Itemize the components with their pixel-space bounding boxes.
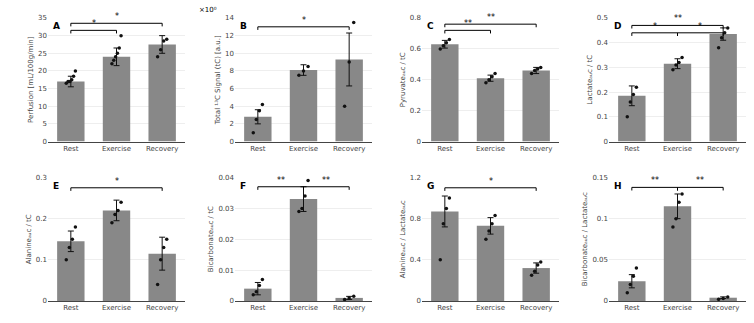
svg-text:4: 4 <box>230 103 235 111</box>
svg-text:Bicarbonateₐᵤᴄ / Lactateₐᵤᴄ: Bicarbonateₐᵤᴄ / Lactateₐᵤᴄ <box>581 192 589 286</box>
svg-text:C: C <box>427 21 434 31</box>
svg-text:*: * <box>653 22 657 31</box>
svg-text:Rest: Rest <box>250 304 266 312</box>
svg-text:Rest: Rest <box>624 304 640 312</box>
svg-text:Recovery: Recovery <box>333 304 365 312</box>
svg-text:0.1: 0.1 <box>597 215 608 223</box>
svg-text:D: D <box>614 21 621 31</box>
svg-text:Lactateₐᵤᴄ / tC: Lactateₐᵤᴄ / tC <box>586 55 594 105</box>
svg-text:Recovery: Recovery <box>520 304 552 312</box>
svg-text:Rest: Rest <box>63 145 79 153</box>
svg-text:**: ** <box>277 176 285 185</box>
svg-text:0.5: 0.5 <box>597 14 608 22</box>
svg-text:10: 10 <box>38 103 47 111</box>
svg-text:0.03: 0.03 <box>218 205 234 213</box>
svg-text:Alanineₐᵤᴄ / Lactateₐᵤᴄ: Alanineₐᵤᴄ / Lactateₐᵤᴄ <box>399 200 407 278</box>
svg-text:Rest: Rest <box>437 145 453 153</box>
svg-text:Recovery: Recovery <box>707 304 739 312</box>
svg-text:0: 0 <box>604 138 608 146</box>
svg-text:30: 30 <box>38 32 47 40</box>
svg-text:G: G <box>427 181 434 191</box>
svg-text:Recovery: Recovery <box>520 145 552 153</box>
svg-text:0: 0 <box>43 138 47 146</box>
svg-text:0.01: 0.01 <box>218 267 234 275</box>
svg-text:×10⁰: ×10⁰ <box>199 6 217 14</box>
svg-text:Recovery: Recovery <box>146 304 178 312</box>
svg-text:Recovery: Recovery <box>333 145 365 153</box>
svg-text:0.6: 0.6 <box>410 45 422 53</box>
svg-text:*: * <box>489 177 493 186</box>
svg-text:0.4: 0.4 <box>597 39 609 47</box>
svg-text:8: 8 <box>230 67 234 75</box>
svg-text:**: ** <box>696 176 704 185</box>
svg-text:Rest: Rest <box>624 145 640 153</box>
svg-text:20: 20 <box>38 67 47 75</box>
svg-text:0.8: 0.8 <box>410 215 421 223</box>
svg-text:**: ** <box>322 176 330 185</box>
svg-text:1.2: 1.2 <box>410 174 421 182</box>
svg-text:Rest: Rest <box>250 145 266 153</box>
svg-text:**: ** <box>464 19 472 28</box>
svg-text:**: ** <box>674 14 682 23</box>
svg-text:0.8: 0.8 <box>410 14 421 22</box>
svg-text:A: A <box>53 21 60 31</box>
svg-text:**: ** <box>487 13 495 22</box>
svg-text:0.2: 0.2 <box>36 215 47 223</box>
svg-text:2: 2 <box>230 120 234 128</box>
svg-text:0: 0 <box>230 138 234 146</box>
svg-text:Exercise: Exercise <box>102 145 131 153</box>
svg-text:Exercise: Exercise <box>476 145 505 153</box>
svg-text:*: * <box>115 12 119 21</box>
svg-text:0.04: 0.04 <box>218 174 234 182</box>
svg-text:0: 0 <box>230 297 234 305</box>
svg-text:Recovery: Recovery <box>707 145 739 153</box>
svg-text:0: 0 <box>43 297 47 305</box>
svg-text:10: 10 <box>225 50 234 58</box>
svg-text:Alanineₐᵤᴄ / tC: Alanineₐᵤᴄ / tC <box>25 214 33 264</box>
svg-text:0.4: 0.4 <box>410 76 422 84</box>
svg-text:Exercise: Exercise <box>102 304 131 312</box>
svg-text:0: 0 <box>417 138 421 146</box>
svg-text:0.3: 0.3 <box>597 64 608 72</box>
svg-text:Recovery: Recovery <box>146 145 178 153</box>
svg-text:15: 15 <box>38 85 47 93</box>
svg-text:Bicarbonateₐᵤᴄ / tC: Bicarbonateₐᵤᴄ / tC <box>207 206 215 272</box>
svg-text:25: 25 <box>38 50 47 58</box>
svg-text:B: B <box>240 21 247 31</box>
svg-text:14: 14 <box>225 14 234 22</box>
svg-text:Pyruvateₐᵤᴄ / tC: Pyruvateₐᵤᴄ / tC <box>399 52 407 107</box>
svg-text:*: * <box>302 16 306 25</box>
svg-text:Total ¹³C Signal (tC) [a.u.]: Total ¹³C Signal (tC) [a.u.] <box>214 35 222 125</box>
svg-text:0.05: 0.05 <box>592 256 608 264</box>
svg-text:6: 6 <box>230 85 235 93</box>
svg-text:0.2: 0.2 <box>597 89 608 97</box>
svg-text:35: 35 <box>38 14 47 22</box>
svg-text:**: ** <box>651 176 659 185</box>
svg-text:0: 0 <box>604 297 608 305</box>
svg-text:H: H <box>614 181 622 191</box>
svg-text:0.4: 0.4 <box>410 256 422 264</box>
svg-text:Exercise: Exercise <box>289 304 318 312</box>
svg-text:E: E <box>53 181 59 191</box>
svg-text:Exercise: Exercise <box>289 145 318 153</box>
svg-text:5: 5 <box>43 120 47 128</box>
svg-text:0.02: 0.02 <box>218 236 234 244</box>
svg-text:Exercise: Exercise <box>663 304 692 312</box>
svg-text:Rest: Rest <box>63 304 79 312</box>
svg-text:*: * <box>115 177 119 186</box>
svg-text:Rest: Rest <box>437 304 453 312</box>
svg-text:0.1: 0.1 <box>36 256 47 264</box>
svg-text:12: 12 <box>225 32 234 40</box>
svg-text:0.1: 0.1 <box>597 113 608 121</box>
svg-text:*: * <box>698 22 702 31</box>
svg-text:0.2: 0.2 <box>410 107 421 115</box>
svg-text:0.3: 0.3 <box>36 174 47 182</box>
svg-text:0: 0 <box>417 297 421 305</box>
svg-text:0.15: 0.15 <box>592 174 608 182</box>
svg-text:*: * <box>92 19 96 28</box>
svg-text:Exercise: Exercise <box>663 145 692 153</box>
svg-text:Perfusion [mL/100g/min]: Perfusion [mL/100g/min] <box>27 36 35 123</box>
svg-text:Exercise: Exercise <box>476 304 505 312</box>
svg-text:F: F <box>240 181 246 191</box>
